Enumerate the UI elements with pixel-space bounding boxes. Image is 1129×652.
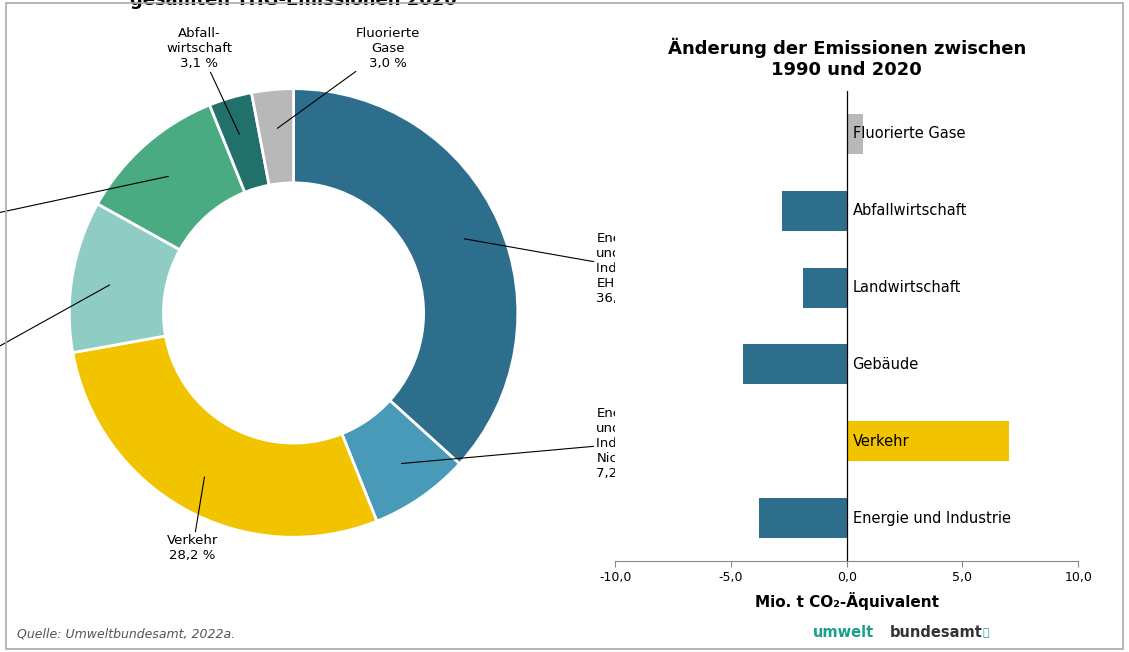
Text: Gebäude
10,9 %: Gebäude 10,9 % [0, 285, 110, 394]
Wedge shape [72, 336, 377, 537]
Bar [782, 190, 847, 231]
Text: bundesamt: bundesamt [890, 625, 982, 640]
Text: Abfallwirtschaft: Abfallwirtschaft [852, 203, 966, 218]
Wedge shape [69, 204, 180, 353]
Text: Quelle: Umweltbundesamt, 2022a.: Quelle: Umweltbundesamt, 2022a. [17, 627, 235, 640]
Text: Abfall-
wirtschaft
3,1 %: Abfall- wirtschaft 3,1 % [166, 27, 239, 134]
Wedge shape [210, 93, 269, 192]
Bar [759, 498, 847, 539]
Wedge shape [294, 89, 518, 464]
Text: Energie
und
Industrie -
EH
36,7 %: Energie und Industrie - EH 36,7 % [464, 231, 664, 304]
Title: Anteil der Sektoren an den
gesamten THG-Emissionen 2020: Anteil der Sektoren an den gesamten THG-… [130, 0, 457, 8]
Text: Verkehr
28,2 %: Verkehr 28,2 % [167, 477, 218, 563]
Text: Fluorierte
Gase
3,0 %: Fluorierte Gase 3,0 % [278, 27, 420, 128]
Text: Land-
wirtschaft
10,8 %: Land- wirtschaft 10,8 % [0, 176, 168, 249]
Text: Verkehr: Verkehr [852, 434, 909, 449]
Text: umwelt: umwelt [813, 625, 874, 640]
Text: ⓞ: ⓞ [982, 629, 989, 638]
Wedge shape [97, 105, 245, 250]
Text: Landwirtschaft: Landwirtschaft [852, 280, 961, 295]
X-axis label: Mio. t CO₂-Äquivalent: Mio. t CO₂-Äquivalent [755, 593, 938, 610]
Text: Energie
und
Industrie -
Nicht-EH
7,2 %: Energie und Industrie - Nicht-EH 7,2 % [402, 407, 664, 480]
Text: Gebäude: Gebäude [852, 357, 919, 372]
Bar [803, 267, 847, 308]
Text: Energie und Industrie: Energie und Industrie [852, 511, 1010, 526]
Bar [847, 421, 1009, 462]
Wedge shape [342, 400, 460, 521]
Wedge shape [252, 89, 294, 185]
Text: Fluorierte Gase: Fluorierte Gase [852, 126, 965, 141]
Bar [847, 113, 863, 154]
Title: Änderung der Emissionen zwischen
1990 und 2020: Änderung der Emissionen zwischen 1990 un… [667, 38, 1026, 79]
Bar [743, 344, 847, 385]
